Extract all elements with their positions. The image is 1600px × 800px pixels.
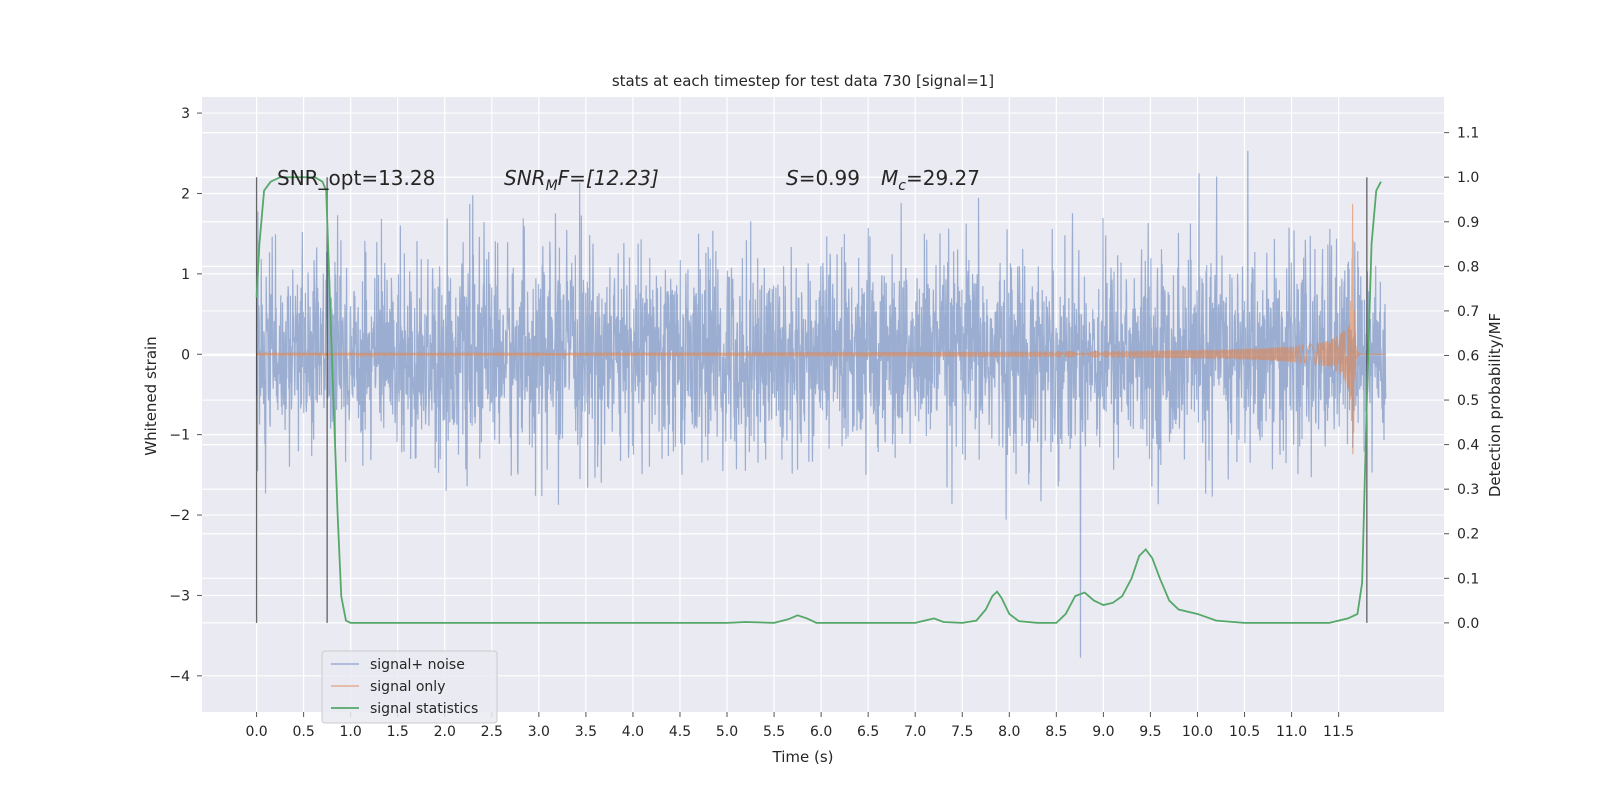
series-signal-only — [255, 204, 1386, 455]
x-tick-label: 2.0 — [434, 724, 456, 740]
x-tick-label: 11.0 — [1276, 724, 1307, 740]
snr-mf-symbol: SNR — [504, 166, 546, 190]
x-tick-label: 7.5 — [951, 724, 973, 740]
x-axis-label: Time (s) — [772, 748, 834, 766]
y-tick-label: −3 — [169, 588, 190, 604]
y-tick-label: 2 — [181, 186, 190, 202]
legend: signal+ noise signal only signal statist… — [321, 650, 498, 724]
y-right-tick-labels: 1.1 1.0 0.9 0.8 0.7 0.6 0.5 0.4 0.3 0.2 0.1 0.0 — [1444, 126, 1479, 632]
x-tick-label: 8.0 — [998, 724, 1020, 740]
x-tick-label: 4.0 — [622, 724, 644, 740]
x-tick-label: 1.0 — [340, 724, 362, 740]
y-right-tick-label: 0.4 — [1457, 438, 1479, 454]
x-tick-label: 9.0 — [1092, 724, 1114, 740]
x-tick-label: 10.0 — [1182, 724, 1213, 740]
x-tick-labels: 0.0 0.5 1.0 1.5 2.0 2.5 3.0 3.5 4.0 4.5 5.0 5.5 6.0 6… — [245, 712, 1354, 740]
y-tick-label: 0 — [181, 347, 190, 363]
line-signal-statistics — [255, 176, 1382, 624]
x-tick-label: 7.0 — [904, 724, 926, 740]
legend-label-stats: signal statistics — [370, 701, 478, 717]
y-right-tick-label: 0.1 — [1457, 571, 1479, 587]
x-tick-label: 2.5 — [481, 724, 503, 740]
y-right-tick-label: 0.6 — [1457, 348, 1479, 364]
annotation-mc: Mc=29.27 — [881, 166, 980, 194]
x-tick-label: 11.5 — [1323, 724, 1354, 740]
y-right-tick-label: 0.3 — [1457, 482, 1479, 498]
mc-symbol: M — [881, 166, 898, 190]
y-axis-label: Whitened strain — [142, 336, 160, 455]
mc-subscript: c — [898, 178, 906, 194]
snr-mf-value: F=[12.23] — [558, 166, 659, 190]
series-signal-statistics — [255, 176, 1382, 624]
x-tick-label: 5.5 — [763, 724, 785, 740]
legend-label-noise: signal+ noise — [370, 657, 465, 673]
y-tick-label: −1 — [169, 428, 190, 444]
x-tick-label: 1.5 — [387, 724, 409, 740]
x-tick-label: 0.0 — [245, 724, 267, 740]
x-tick-label: 8.5 — [1045, 724, 1067, 740]
y-right-tick-label: 1.1 — [1457, 126, 1479, 142]
y-tick-label: −4 — [169, 669, 190, 685]
legend-box — [321, 650, 498, 724]
y-right-tick-label: 0.9 — [1457, 215, 1479, 231]
y-right-tick-label: 1.0 — [1457, 170, 1479, 186]
chart-title: stats at each timestep for test data 730… — [612, 72, 994, 90]
mc-value: =29.27 — [906, 166, 980, 190]
y-right-axis-label: Detection probability/MF — [1486, 313, 1504, 497]
x-tick-label: 5.0 — [716, 724, 738, 740]
x-tick-label: 6.5 — [857, 724, 879, 740]
annotation-snr-opt: SNR_opt=13.28 — [277, 166, 435, 190]
y-tick-label: 1 — [181, 267, 190, 283]
s-value: =0.99 — [799, 166, 860, 190]
annotation-s: S=0.99 — [786, 166, 860, 190]
y-tick-labels: 3 2 1 0 −1 −2 −3 −4 — [169, 106, 202, 685]
legend-label-signal: signal only — [370, 679, 445, 695]
s-symbol: S — [786, 166, 799, 190]
x-tick-label: 10.5 — [1229, 724, 1260, 740]
y-right-tick-label: 0.7 — [1457, 304, 1479, 320]
x-tick-label: 3.5 — [575, 724, 597, 740]
snr-mf-subscript: M — [546, 178, 558, 194]
x-tick-label: 0.5 — [292, 724, 314, 740]
y-right-tick-label: 0.0 — [1457, 616, 1479, 632]
x-tick-label: 9.5 — [1139, 724, 1161, 740]
y-tick-label: 3 — [181, 106, 190, 122]
x-tick-label: 4.5 — [669, 724, 691, 740]
line-signal-noise — [255, 150, 1387, 658]
y-right-tick-label: 0.2 — [1457, 527, 1479, 543]
x-tick-label: 3.0 — [528, 724, 550, 740]
y-right-tick-label: 0.5 — [1457, 393, 1479, 409]
y-right-tick-label: 0.8 — [1457, 259, 1479, 275]
annotation-snr-mf: SNRMF=[12.23] — [504, 166, 659, 194]
y-tick-label: −2 — [169, 508, 190, 524]
x-tick-label: 6.0 — [810, 724, 832, 740]
line-signal-only — [255, 204, 1386, 455]
series-signal-noise — [255, 150, 1387, 658]
